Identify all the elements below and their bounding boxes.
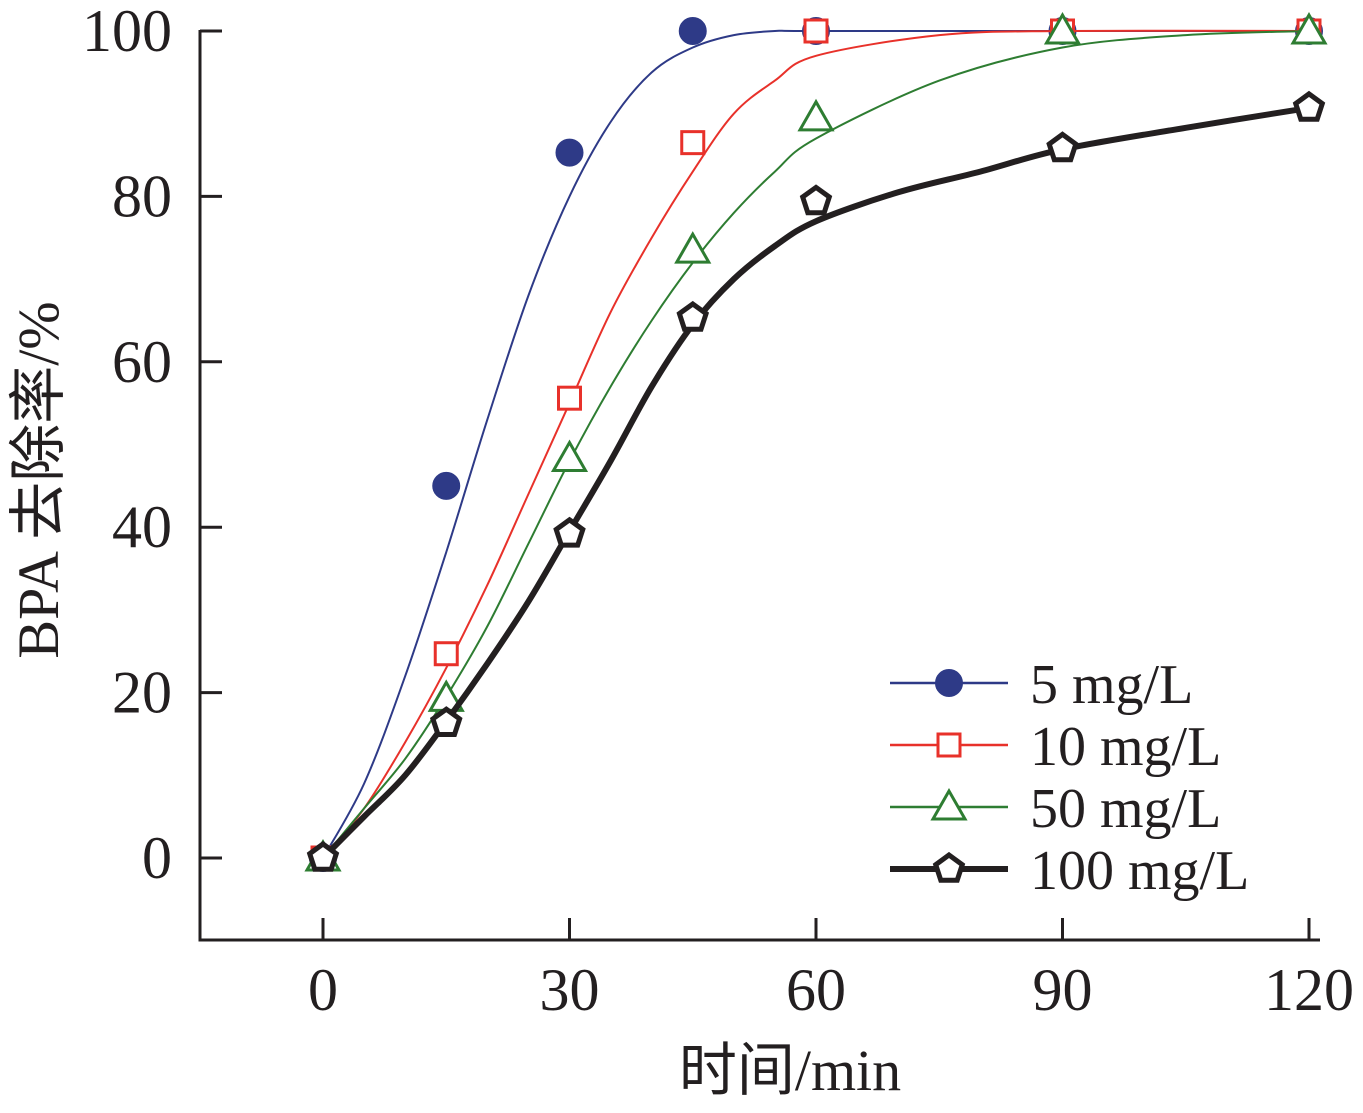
data-point [676, 300, 710, 332]
y-axis-title: BPA 去除率/% [6, 301, 71, 658]
data-point [680, 130, 706, 156]
x-tick-label: 0 [308, 957, 338, 1023]
legend-label: 50 mg/L [1030, 778, 1221, 840]
y-tick-label: 20 [112, 660, 172, 726]
data-point [306, 840, 340, 872]
x-tick-label: 30 [540, 957, 600, 1023]
x-axis-ticks: 0 30 60 90 120 [308, 918, 1354, 1023]
data-point [1043, 11, 1082, 45]
legend-marker [932, 851, 966, 883]
data-point [557, 385, 582, 411]
data-point [1292, 90, 1326, 122]
legend-entry: 100 mg/L [890, 840, 1249, 902]
series-line [322, 29, 1309, 859]
y-tick-label: 0 [142, 825, 172, 891]
data-point [550, 439, 589, 473]
x-tick-label: 60 [786, 957, 846, 1023]
axis-frame [198, 30, 1320, 942]
data-point [799, 184, 833, 216]
legend-entry: 10 mg/L [890, 716, 1221, 778]
legend-marker [935, 669, 963, 697]
data-point [674, 231, 712, 264]
data-point [432, 471, 461, 500]
x-tick-label: 90 [1033, 957, 1093, 1023]
y-tick-label: 40 [112, 494, 172, 560]
data-point [429, 706, 463, 737]
legend-label: 10 mg/L [1030, 716, 1221, 778]
data-point [555, 138, 584, 167]
legend-marker [936, 732, 962, 758]
legend-entry: 50 mg/L [890, 778, 1221, 840]
x-axis-title: 时间/min [679, 1038, 901, 1103]
series-layer [304, 11, 1328, 872]
legend-marker [930, 787, 968, 821]
data-point [1290, 11, 1328, 45]
y-tick-label: 60 [112, 329, 172, 395]
legend-label: 100 mg/L [1030, 840, 1249, 902]
series-line [322, 29, 1310, 859]
data-point [678, 17, 707, 45]
x-tick-label: 120 [1264, 957, 1354, 1023]
y-tick-label: 100 [82, 0, 172, 64]
y-axis-ticks: 0 20 40 60 80 100 [82, 0, 222, 891]
data-point [553, 516, 586, 548]
axes [198, 30, 1320, 942]
data-point [1046, 131, 1079, 163]
series-3 [306, 90, 1326, 872]
data-point [803, 18, 829, 44]
y-tick-label: 80 [112, 163, 172, 229]
legend-label: 5 mg/L [1030, 654, 1193, 716]
data-point [797, 98, 835, 132]
legend-entry: 5 mg/L [890, 654, 1193, 716]
data-point [433, 641, 459, 667]
